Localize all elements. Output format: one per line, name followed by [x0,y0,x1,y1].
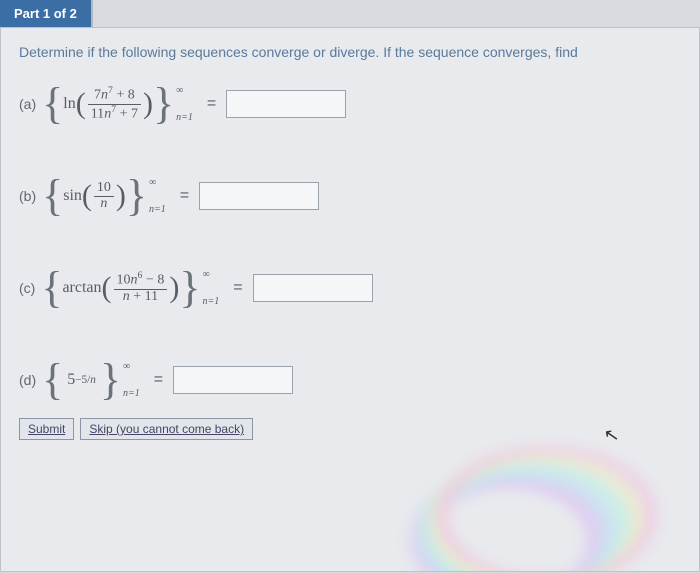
item-b-den: n [94,197,114,212]
item-b-func: sin [63,187,82,205]
part-tab: Part 1 of 2 [0,0,93,27]
item-b-sub: n=1 [149,204,166,215]
answer-b-input[interactable] [199,182,319,210]
item-c: (c) { arctan ( 10n6 − 8 n + 11 ) } ∞ n=1… [19,266,681,310]
item-b-num: 10 [94,181,114,197]
item-c-label: (c) [19,280,35,296]
item-a-den: 11n7 + 7 [88,105,141,122]
item-d-sup: ∞ [123,361,130,372]
item-b-sup: ∞ [149,177,156,188]
item-b-label: (b) [19,188,36,204]
item-c-sup: ∞ [202,269,209,280]
question-panel: ↖ Determine if the following sequences c… [0,27,700,572]
item-a-sub: n=1 [176,112,193,123]
answer-a-input[interactable] [226,90,346,118]
item-c-den: n + 11 [114,290,168,305]
item-d-label: (d) [19,372,36,388]
skip-button[interactable]: Skip (you cannot come back) [80,418,253,440]
submit-button[interactable]: Submit [19,418,74,440]
equals: = [207,95,216,113]
item-c-num: 10n6 − 8 [114,271,168,289]
item-d: (d) { 5−5/n } ∞ n=1 = [19,358,681,402]
answer-c-input[interactable] [253,274,373,302]
button-row: Submit Skip (you cannot come back) [19,418,681,440]
item-c-sub: n=1 [202,296,219,307]
item-a-label: (a) [19,96,36,112]
equals: = [180,187,189,205]
item-a-func: ln [63,95,75,113]
item-a-sup: ∞ [176,85,183,96]
item-a-num: 7n7 + 8 [88,86,141,104]
item-a: (a) { ln ( 7n7 + 8 11n7 + 7 ) } ∞ n=1 = [19,82,681,126]
item-d-exp: −5/n [75,374,96,386]
cursor-icon: ↖ [602,424,621,447]
question-prompt: Determine if the following sequences con… [19,44,681,60]
answer-d-input[interactable] [173,366,293,394]
item-d-sub: n=1 [123,388,140,399]
item-c-func: arctan [62,279,101,297]
item-b: (b) { sin ( 10 n ) } ∞ n=1 = [19,174,681,218]
equals: = [233,279,242,297]
item-d-base: 5 [67,371,75,389]
equals: = [154,371,163,389]
